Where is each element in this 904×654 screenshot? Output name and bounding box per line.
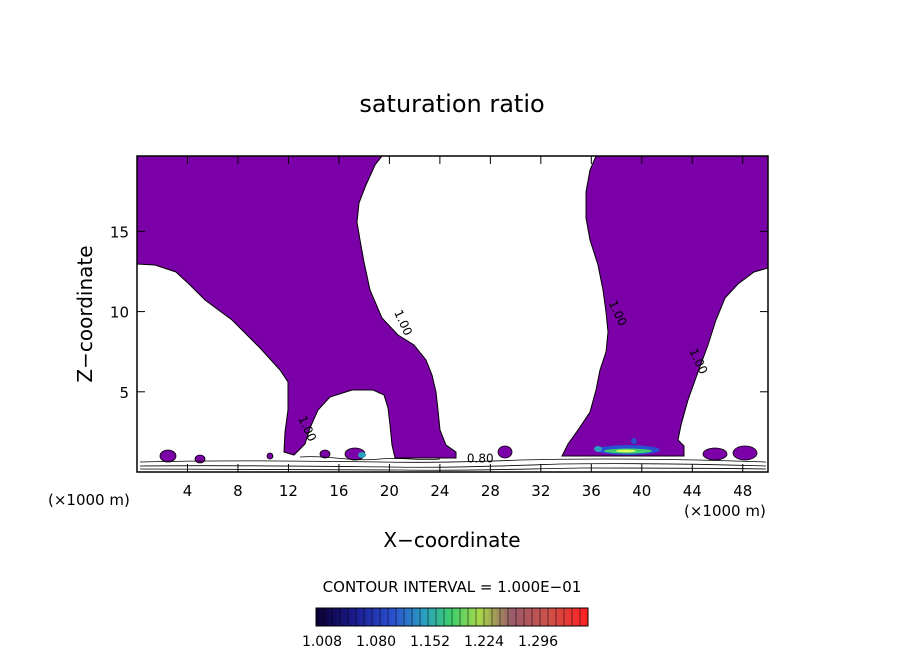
x-tick-label: 32: [531, 482, 550, 500]
colorbar-label: 1.152: [410, 634, 450, 650]
colorbar-label: 1.080: [356, 634, 396, 650]
x-tick-label: 12: [279, 482, 298, 500]
colorbar-label: 1.008: [302, 634, 342, 650]
y-axis-ticks: 5 10 15: [110, 223, 768, 402]
y-tick-label: 5: [119, 384, 129, 402]
low-level-contours: [139, 456, 767, 471]
x-unit-label-left: (×1000 m): [48, 491, 130, 509]
colorbar-labels: 1.008 1.080 1.152 1.224 1.296: [302, 634, 558, 650]
x-tick-label: 44: [683, 482, 702, 500]
x-axis-label: X−coordinate: [383, 528, 520, 552]
contour-interval-text: CONTOUR INTERVAL = 1.000E−01: [323, 578, 582, 596]
y-tick-label: 10: [110, 304, 129, 322]
x-axis-ticks: 4 8 12 16 20 24 28 32 36 40 44 48: [183, 156, 752, 500]
colorbar: 1.008 1.080 1.152 1.224 1.296: [302, 607, 589, 650]
x-tick-label: 4: [183, 482, 193, 500]
colorbar-segments: [323, 608, 581, 626]
region-right-plume: [561, 156, 768, 457]
x-unit-label-right: (×1000 m): [684, 502, 766, 520]
x-tick-label: 36: [582, 482, 601, 500]
colorbar-label: 1.224: [464, 634, 504, 650]
contour-label: 0.80: [467, 451, 494, 465]
chart-title: saturation ratio: [359, 90, 544, 118]
x-tick-label: 28: [481, 482, 500, 500]
y-tick-label: 15: [110, 223, 129, 241]
colorbar-label: 1.296: [518, 634, 558, 650]
plot-frame: [136, 155, 769, 473]
x-tick-label: 48: [733, 482, 752, 500]
x-tick-label: 16: [329, 482, 348, 500]
x-tick-label: 40: [632, 482, 651, 500]
x-tick-label: 20: [380, 482, 399, 500]
y-axis-label: Z−coordinate: [73, 245, 97, 382]
region-left-plume: [137, 156, 457, 459]
x-tick-label: 24: [430, 482, 449, 500]
high-saturation-streak: [358, 438, 660, 458]
plot-area: [137, 156, 768, 471]
x-tick-label: 8: [233, 482, 243, 500]
